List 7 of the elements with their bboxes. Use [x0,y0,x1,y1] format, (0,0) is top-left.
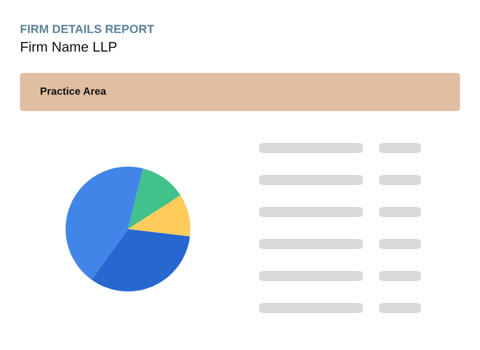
text: Practice Area [40,87,106,95]
chart-subtitle: Firm Name LLP [21,42,117,52]
pie-slice [92,229,190,292]
pie-slice [128,168,180,229]
pie-slice [128,195,190,236]
pie-slice [66,166,144,280]
chart-title: FIRM DETAILS REPORT [20,24,154,34]
